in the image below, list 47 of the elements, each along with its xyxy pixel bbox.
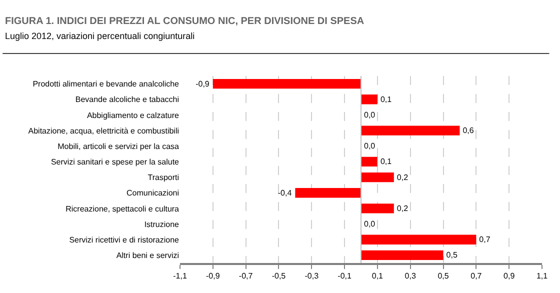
x-tick-label: 0,1 xyxy=(372,272,384,281)
data-label: 0,1 xyxy=(380,94,392,104)
bar xyxy=(361,250,444,260)
y-tick-label: Prodotti alimentari e bevande analcoliche xyxy=(32,80,180,89)
data-label: 0,6 xyxy=(462,126,474,136)
chart-title: FIGURA 1. INDICI DEI PREZZI AL CONSUMO NIC, PER DIVISIONE DI SPESA xyxy=(5,16,364,27)
y-tick-label: Comunicazioni xyxy=(126,188,180,198)
x-tick-label: 1,1 xyxy=(536,272,548,281)
x-tick-label: 0,9 xyxy=(504,272,516,281)
text: Luglio 2012, variazioni percentuali congiunturali xyxy=(5,31,195,41)
y-tick-label: Istruzione xyxy=(144,220,180,229)
data-label: 0,1 xyxy=(380,157,392,166)
data-label: 0,0 xyxy=(364,110,376,120)
bar xyxy=(361,234,476,244)
bar xyxy=(361,94,378,104)
bar xyxy=(212,78,361,89)
x-tick-label: 0,3 xyxy=(404,272,416,281)
x-tick-label: -0,5 xyxy=(272,272,286,281)
x-tick-label: -0,3 xyxy=(304,272,320,281)
x-tick-label: 0,5 xyxy=(438,272,450,281)
data-label: 0,0 xyxy=(364,142,376,151)
y-tick-label: Servizi ricettivi e di ristorazione xyxy=(69,235,180,244)
data-label: 0,2 xyxy=(396,172,409,182)
data-label: -0,4 xyxy=(278,188,292,198)
bar xyxy=(295,188,361,198)
x-tick-label: -0,1 xyxy=(338,272,352,281)
y-tick-label: Abitazione, acqua, elettricità e combustibili xyxy=(28,126,180,136)
data-label: -0,9 xyxy=(196,79,210,88)
bar xyxy=(361,204,394,214)
y-tick-label: Altri beni e servizi xyxy=(116,251,180,260)
data-label: 0,5 xyxy=(446,250,458,260)
data-label: 0,2 xyxy=(396,204,409,213)
x-tick-label: -1,1 xyxy=(173,272,188,281)
x-tick-label: -0,7 xyxy=(238,272,254,281)
bar xyxy=(361,156,378,167)
y-tick-label: Trasporti xyxy=(148,173,180,182)
x-tick-label: -0,9 xyxy=(206,272,220,281)
bar xyxy=(361,126,460,136)
y-tick-label: Ricreazione, spettacoli e cultura xyxy=(66,204,180,214)
data-label: 0,0 xyxy=(364,220,376,229)
y-tick-label: Servizi sanitari e spese per la salute xyxy=(50,158,180,167)
bar xyxy=(361,172,394,182)
data-label: 0,7 xyxy=(479,235,491,244)
y-tick-label: Abbigliamento e calzature xyxy=(86,110,180,120)
y-tick-label: Bevande alcoliche e tabacchi xyxy=(75,95,180,104)
x-tick-label: 0,7 xyxy=(470,272,482,281)
y-tick-label: Mobili, articoli e servizi per la casa xyxy=(58,142,180,151)
